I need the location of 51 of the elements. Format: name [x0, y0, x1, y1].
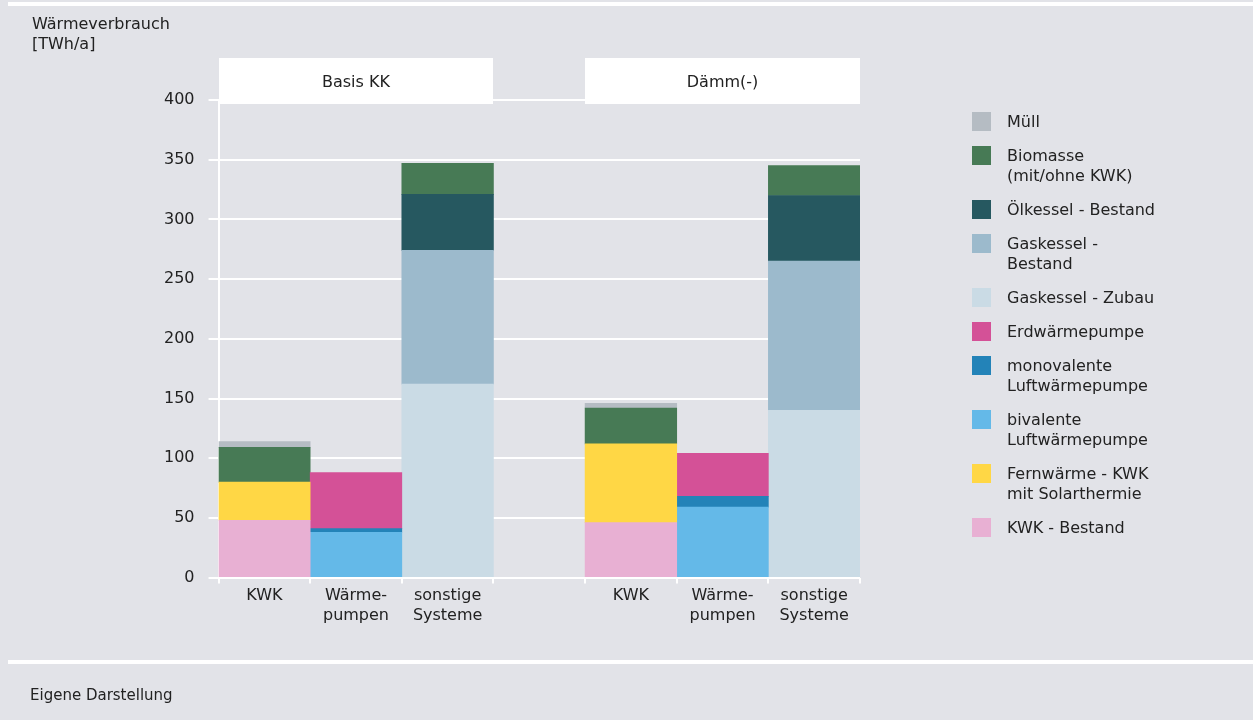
- bar: [676, 496, 769, 508]
- y-tick-label: 300: [163, 208, 195, 228]
- y-tick-label: 400: [163, 89, 195, 109]
- x-tick-label: Wärme- pumpen: [689, 585, 756, 624]
- bar: [309, 528, 403, 533]
- legend-label: Gaskessel - Bestand: [1007, 234, 1099, 274]
- y-tick-label: 0: [184, 566, 195, 586]
- y-tick-label: 100: [163, 447, 195, 467]
- bar: [401, 194, 494, 251]
- x-tick-label: sonstige Systeme: [779, 585, 849, 624]
- bar: [768, 195, 860, 262]
- legend-label: Biomasse (mit/ohne KWK): [1007, 146, 1134, 186]
- bar: [676, 506, 769, 577]
- legend-label: monovalente Luftwärmepumpe: [1007, 356, 1149, 396]
- legend-label: Erdwärmepumpe: [1007, 322, 1146, 342]
- bar: [584, 522, 678, 577]
- bar: [309, 472, 403, 529]
- legend-label: Fernwärme - KWK mit Solarthermie: [1007, 464, 1150, 504]
- bar: [309, 531, 403, 577]
- x-tick-label: sonstige Systeme: [412, 585, 483, 624]
- legend-label: KWK - Bestand: [1007, 518, 1126, 538]
- bar: [218, 481, 311, 521]
- legend-label: Ölkessel - Bestand: [1007, 200, 1156, 220]
- y-tick-label: 200: [163, 327, 195, 347]
- bar: [218, 447, 311, 483]
- bar: [584, 402, 678, 409]
- bar: [401, 250, 494, 385]
- legend-label: Müll: [1007, 112, 1041, 132]
- legend-label: Gaskessel - Zubau: [1007, 288, 1156, 308]
- y-tick-label: 50: [174, 507, 195, 527]
- x-tick-label: KWK: [612, 585, 650, 605]
- bar: [584, 407, 678, 445]
- y-axis-title: Wärmeverbrauch [TWh/a]: [32, 14, 171, 54]
- bar: [676, 453, 769, 497]
- x-tick-label: KWK: [246, 585, 283, 605]
- bar: [218, 519, 311, 577]
- bar: [768, 260, 860, 411]
- bar: [768, 165, 860, 196]
- bar: [401, 162, 494, 195]
- y-tick-label: 350: [163, 148, 195, 168]
- panel-header-box: Dämm(-): [585, 58, 860, 104]
- text: Eigene Darstellung: [30, 686, 173, 704]
- bar: [584, 443, 678, 524]
- bar: [768, 410, 860, 577]
- x-tick-label: Wärme- pumpen: [322, 585, 390, 624]
- y-tick-label: 250: [163, 268, 195, 288]
- bar: [218, 441, 311, 448]
- y-tick-label: 150: [163, 387, 195, 407]
- bar: [401, 383, 494, 577]
- legend-label: bivalente Luftwärmepumpe: [1007, 410, 1149, 450]
- panel-header-box: Basis KK: [218, 58, 494, 104]
